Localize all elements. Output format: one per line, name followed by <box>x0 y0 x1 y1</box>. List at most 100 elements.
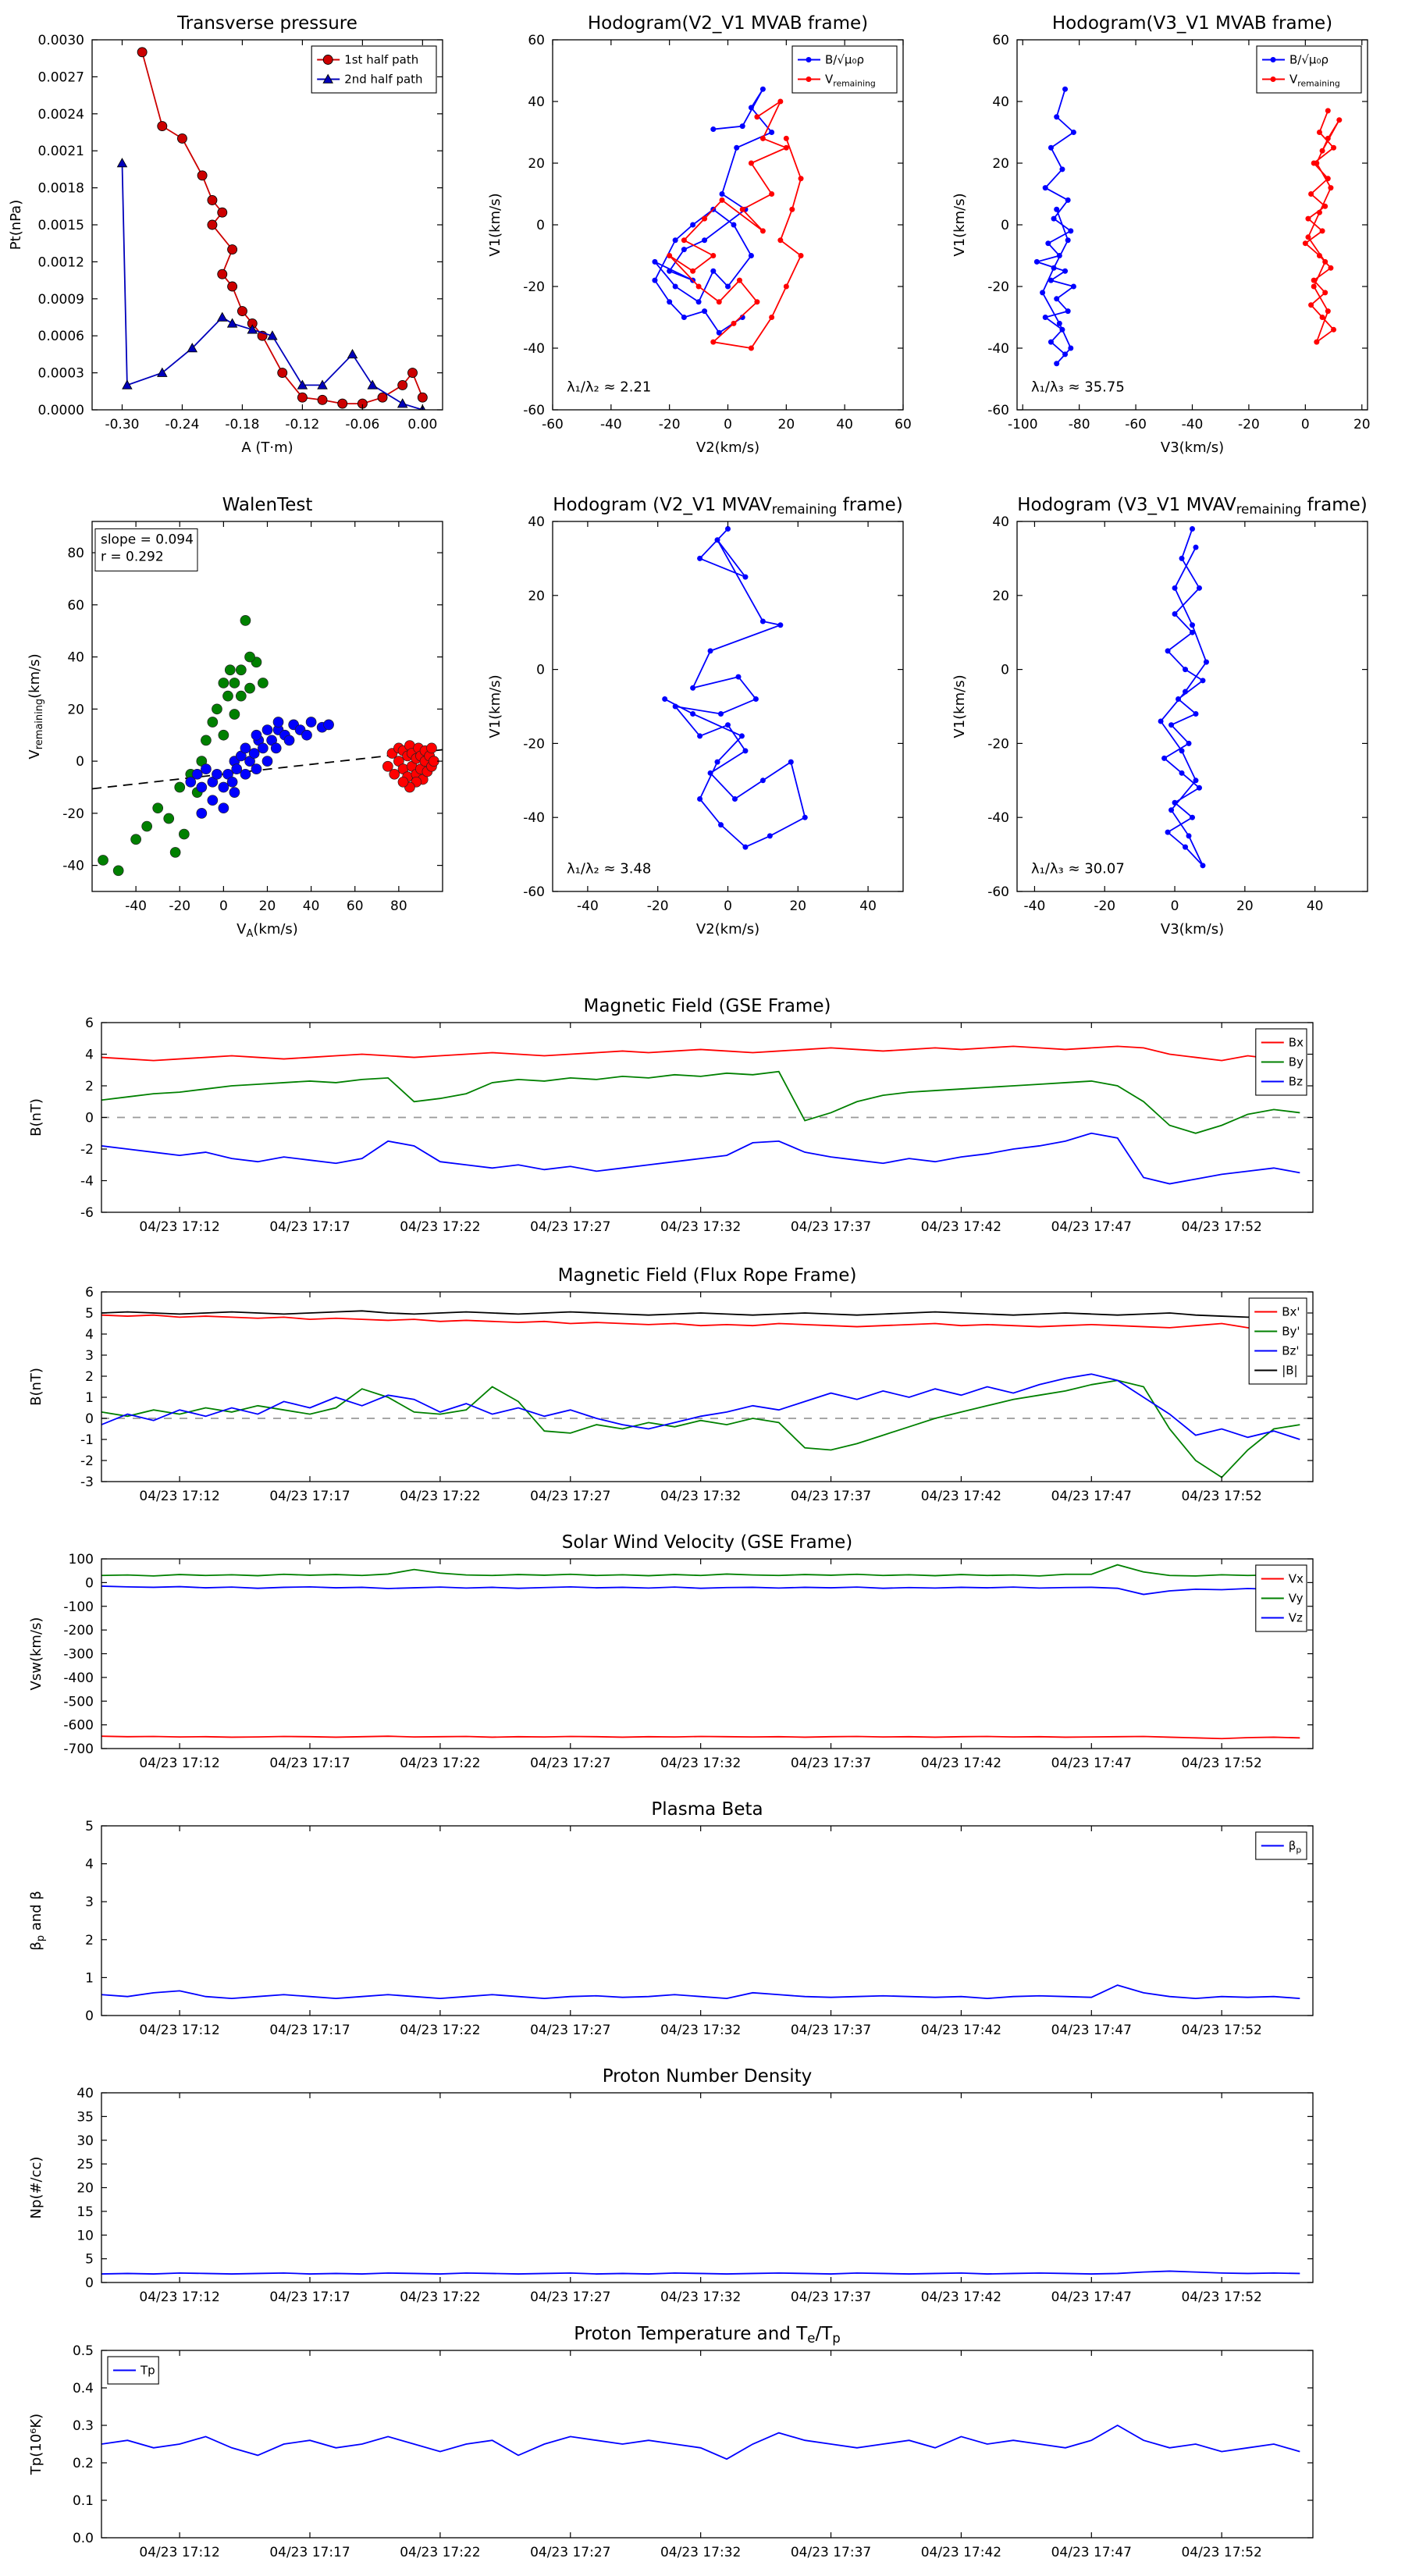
svg-text:Bz: Bz <box>1289 1075 1303 1089</box>
svg-text:-60: -60 <box>987 403 1009 418</box>
svg-text:04/23 17:27: 04/23 17:27 <box>530 1219 610 1235</box>
svg-text:-40: -40 <box>62 859 84 874</box>
svg-text:60: 60 <box>347 898 364 914</box>
svg-text:0: 0 <box>76 754 84 770</box>
svg-text:B/√μ₀ρ: B/√μ₀ρ <box>1289 53 1329 67</box>
svg-text:20: 20 <box>67 702 84 717</box>
svg-text:20: 20 <box>259 898 276 914</box>
svg-text:0.0015: 0.0015 <box>38 218 84 233</box>
svg-text:V1(km/s): V1(km/s) <box>951 674 968 738</box>
svg-text:-40: -40 <box>987 341 1009 357</box>
svg-text:04/23 17:22: 04/23 17:22 <box>400 2023 480 2038</box>
svg-text:40: 40 <box>992 94 1009 110</box>
svg-text:04/23 17:12: 04/23 17:12 <box>139 1219 219 1235</box>
svg-text:0: 0 <box>1001 218 1009 233</box>
svg-text:-20: -20 <box>169 898 190 914</box>
svg-text:-80: -80 <box>1069 417 1090 432</box>
svg-text:-60: -60 <box>542 417 564 432</box>
svg-text:-0.06: -0.06 <box>345 417 379 432</box>
svg-text:35: 35 <box>76 2109 94 2125</box>
svg-text:-100: -100 <box>1008 417 1038 432</box>
svg-text:λ₁/λ₂ ≈ 3.48: λ₁/λ₂ ≈ 3.48 <box>567 860 651 877</box>
svg-text:-20: -20 <box>659 417 681 432</box>
svg-text:04/23 17:32: 04/23 17:32 <box>660 1756 741 1771</box>
svg-text:λ₁/λ₃ ≈ 35.75: λ₁/λ₃ ≈ 35.75 <box>1031 379 1125 395</box>
svg-text:0.0: 0.0 <box>73 2531 94 2546</box>
svg-text:04/23 17:32: 04/23 17:32 <box>660 1489 741 1504</box>
svg-text:Hodogram(V2_V1 MVAB frame): Hodogram(V2_V1 MVAB frame) <box>588 13 868 34</box>
svg-text:04/23 17:47: 04/23 17:47 <box>1051 2290 1132 2305</box>
svg-text:Proton Temperature and Te/Tp: Proton Temperature and Te/Tp <box>574 2324 841 2346</box>
svg-text:04/23 17:42: 04/23 17:42 <box>921 1219 1001 1235</box>
svg-text:0.0030: 0.0030 <box>38 33 84 48</box>
magnetic-field-gse-chart: 04/23 17:12 04/23 17:17 04/23 17:22 04/23 1… <box>0 985 1405 1247</box>
svg-text:25: 25 <box>76 2157 94 2172</box>
svg-text:-40: -40 <box>577 898 599 914</box>
svg-text:04/23 17:22: 04/23 17:22 <box>400 1489 480 1504</box>
svg-text:-0.18: -0.18 <box>225 417 259 432</box>
svg-text:slope = 0.094: slope = 0.094 <box>101 532 194 547</box>
svg-text:Proton Number Density: Proton Number Density <box>603 2066 813 2087</box>
svg-text:0: 0 <box>85 2275 94 2291</box>
svg-text:04/23 17:32: 04/23 17:32 <box>660 2023 741 2038</box>
svg-text:40: 40 <box>992 514 1009 530</box>
svg-text:04/23 17:37: 04/23 17:37 <box>791 2023 871 2038</box>
svg-text:04/23 17:17: 04/23 17:17 <box>269 2023 350 2038</box>
svg-text:0.3: 0.3 <box>73 2418 94 2434</box>
svg-text:04/23 17:27: 04/23 17:27 <box>530 2290 610 2305</box>
svg-text:Magnetic Field (Flux Rope Fram: Magnetic Field (Flux Rope Frame) <box>558 1265 857 1286</box>
svg-text:V1(km/s): V1(km/s) <box>487 674 503 738</box>
svg-text:04/23 17:17: 04/23 17:17 <box>269 2545 350 2560</box>
svg-text:-300: -300 <box>63 1647 94 1663</box>
svg-text:Hodogram (V3_V1 MVAVremaining: Hodogram (V3_V1 MVAVremaining frame) <box>1017 495 1368 517</box>
svg-text:04/23 17:37: 04/23 17:37 <box>791 2545 871 2560</box>
svg-text:80: 80 <box>67 546 84 561</box>
svg-text:40: 40 <box>528 514 545 530</box>
svg-text:Pt(nPa): Pt(nPa) <box>8 200 24 250</box>
svg-text:40: 40 <box>859 898 877 914</box>
svg-text:WalenTest: WalenTest <box>222 495 313 515</box>
svg-text:5: 5 <box>85 1306 94 1322</box>
svg-text:04/23 17:17: 04/23 17:17 <box>269 1219 350 1235</box>
transverse-pressure-chart: -0.30 -0.24 -0.18 -0.12 -0.06 0.00 0.0000 0.000… <box>8 4 464 464</box>
svg-text:λ₁/λ₃ ≈ 30.07: λ₁/λ₃ ≈ 30.07 <box>1031 860 1125 877</box>
svg-text:-40: -40 <box>987 810 1009 826</box>
svg-text:04/23 17:17: 04/23 17:17 <box>269 1756 350 1771</box>
svg-text:04/23 17:17: 04/23 17:17 <box>269 1489 350 1504</box>
proton-density-chart: 04/23 17:12 04/23 17:17 04/23 17:22 04/23 1… <box>0 2055 1405 2317</box>
svg-text:VA(km/s): VA(km/s) <box>237 921 298 940</box>
svg-text:20: 20 <box>1236 898 1254 914</box>
magnetic-field-flux-rope-chart: 04/23 17:12 04/23 17:17 04/23 17:22 04/23 1… <box>0 1254 1405 1516</box>
svg-text:Bz': Bz' <box>1282 1344 1299 1358</box>
svg-text:04/23 17:37: 04/23 17:37 <box>791 1756 871 1771</box>
svg-text:04/23 17:52: 04/23 17:52 <box>1181 1489 1261 1504</box>
svg-text:4: 4 <box>85 1048 94 1063</box>
svg-text:V1(km/s): V1(km/s) <box>487 193 503 256</box>
svg-text:Magnetic Field (GSE Frame): Magnetic Field (GSE Frame) <box>584 996 831 1016</box>
svg-text:B(nT): B(nT) <box>28 1368 44 1406</box>
svg-text:04/23 17:32: 04/23 17:32 <box>660 2290 741 2305</box>
svg-text:Vsw(km/s): Vsw(km/s) <box>28 1617 44 1691</box>
svg-text:βp and β: βp and β <box>28 1891 47 1951</box>
svg-text:1st half path: 1st half path <box>344 53 418 67</box>
svg-text:20: 20 <box>528 156 545 172</box>
svg-text:-0.30: -0.30 <box>105 417 139 432</box>
svg-text:0.0003: 0.0003 <box>38 366 84 382</box>
svg-text:Bx: Bx <box>1289 1036 1304 1050</box>
svg-text:Np(#/cc): Np(#/cc) <box>28 2157 44 2219</box>
svg-text:2: 2 <box>85 1933 94 1948</box>
svg-text:04/23 17:22: 04/23 17:22 <box>400 2545 480 2560</box>
svg-text:-40: -40 <box>523 341 545 357</box>
svg-text:40: 40 <box>67 650 84 666</box>
svg-text:04/23 17:37: 04/23 17:37 <box>791 1219 871 1235</box>
hodogram-v3v1-mvab-chart: -100 -80 -60 -40 -20 0 20 -60 -40 -20 0 20 40 60 Hodog… <box>933 4 1389 464</box>
svg-text:V2(km/s): V2(km/s) <box>696 921 759 938</box>
svg-text:60: 60 <box>992 33 1009 48</box>
svg-text:40: 40 <box>1307 898 1324 914</box>
svg-text:Vremaining(km/s): Vremaining(km/s) <box>27 653 45 759</box>
svg-text:1: 1 <box>85 1390 94 1406</box>
svg-text:20: 20 <box>778 417 795 432</box>
svg-text:0.0018: 0.0018 <box>38 181 84 197</box>
svg-text:0.0000: 0.0000 <box>38 403 84 418</box>
